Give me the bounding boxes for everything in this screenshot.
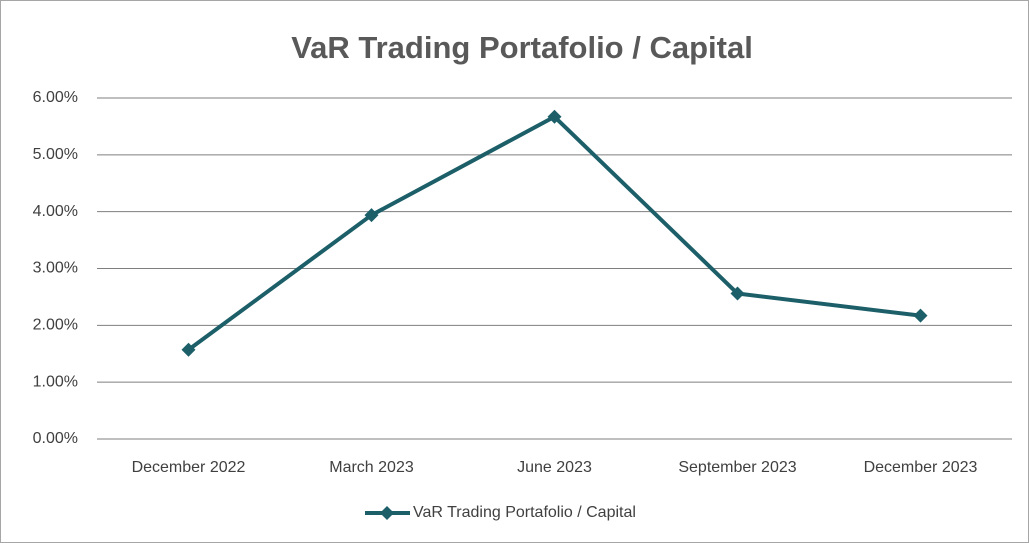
y-tick-label: 2.00% xyxy=(33,317,78,334)
y-tick-label: 0.00% xyxy=(33,430,78,447)
data-point xyxy=(547,109,562,124)
y-tick-label: 1.00% xyxy=(33,373,78,390)
y-tick-label: 6.00% xyxy=(33,89,78,106)
x-tick-label: March 2023 xyxy=(329,459,414,476)
legend-label: VaR Trading Portafolio / Capital xyxy=(413,504,636,521)
chart-title: VaR Trading Portafolio / Capital xyxy=(291,30,753,65)
legend-marker xyxy=(380,506,394,520)
data-point xyxy=(181,342,196,357)
data-point xyxy=(364,208,379,223)
y-tick-label: 5.00% xyxy=(33,146,78,163)
y-tick-label: 3.00% xyxy=(33,260,78,277)
x-tick-label: June 2023 xyxy=(517,459,592,476)
x-tick-label: September 2023 xyxy=(678,459,796,476)
x-tick-label: December 2023 xyxy=(864,459,978,476)
data-point xyxy=(913,308,928,323)
y-tick-label: 4.00% xyxy=(33,203,78,220)
data-point xyxy=(730,286,745,301)
x-tick-label: December 2022 xyxy=(132,459,246,476)
